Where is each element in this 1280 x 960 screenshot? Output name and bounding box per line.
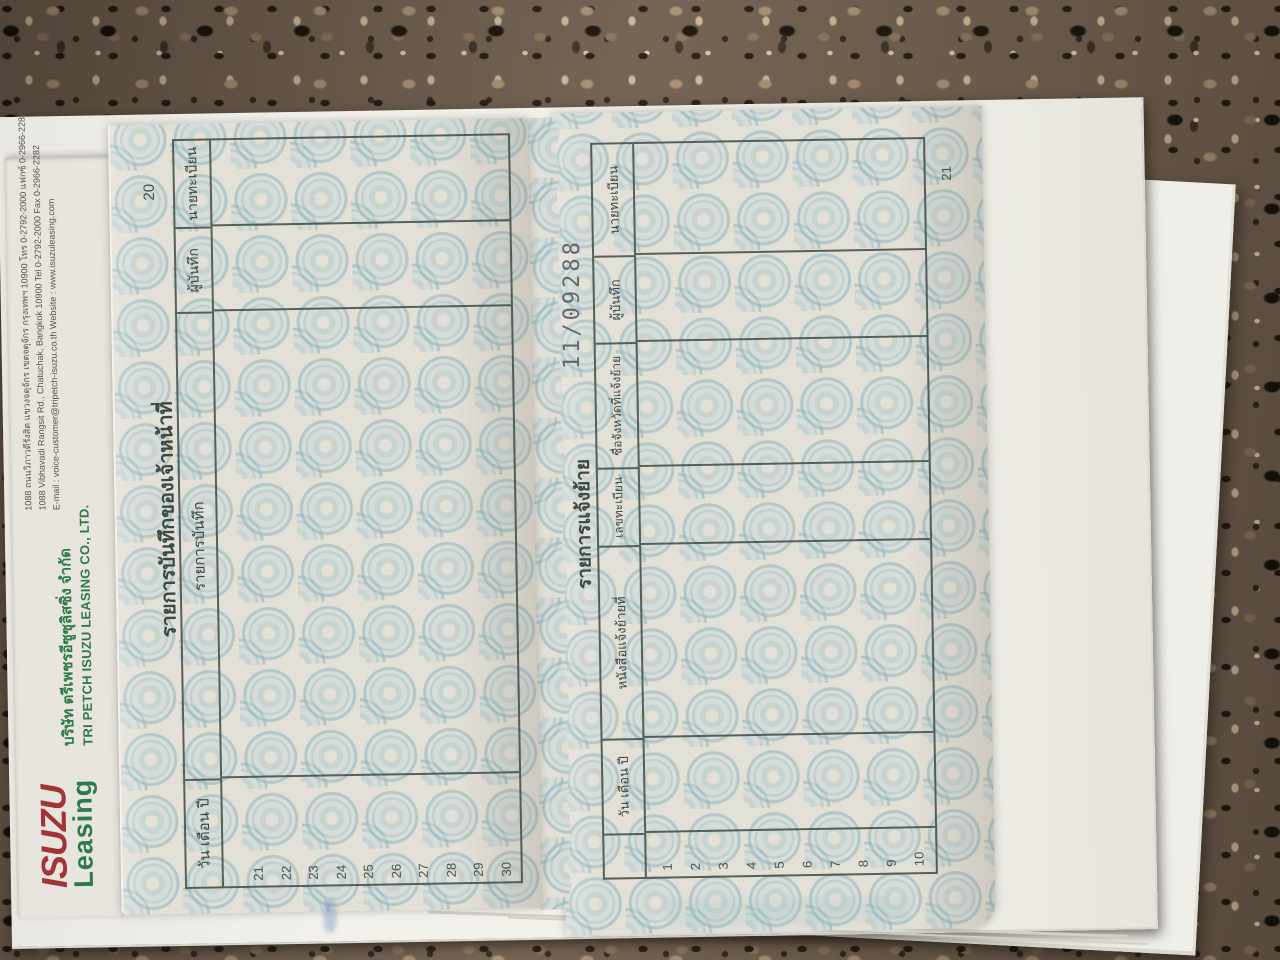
col-row-number-strip: [604, 832, 645, 878]
row-number-label: 5: [771, 861, 787, 869]
col-registrar: นายทะเบียน: [182, 146, 200, 221]
row-number-label: 21: [250, 866, 266, 881]
row-number-label: 26: [388, 863, 404, 879]
row-number-label: 25: [360, 864, 377, 879]
column-line: [222, 771, 520, 779]
row-number-label: 23: [305, 865, 322, 880]
page21-number: 21: [938, 166, 954, 181]
watermark-ghost-tint: [667, 895, 908, 928]
cover-strip: ISUZU Leasing บริษัท ตรีเพชรอีซูซุลิสซิ่…: [4, 112, 124, 919]
page20-number: 20: [140, 183, 159, 201]
page20-table: วัน เดือน ปี รายการบันทึก ผู้บันทึก นายท…: [171, 133, 524, 890]
column-line: [641, 537, 931, 545]
column-line: [212, 219, 510, 227]
isuzu-leasing-logo: ISUZU Leasing: [32, 738, 100, 889]
row-number-label: 6: [799, 860, 815, 869]
leasing-wordmark: Leasing: [67, 778, 100, 889]
blue-pen-smudge: [323, 898, 337, 933]
company-name-block: บริษัท ตรีเพชรอีซูซุลิสซิ่ง จำกัด TRI PE…: [52, 504, 96, 747]
row-number-label: 4: [743, 861, 759, 870]
page20-table-body: 21 22 23 24 25 26 27 28 29 30: [211, 135, 521, 886]
row-number-label: 8: [855, 859, 871, 868]
company-address-block: 1088 ถนนวิภาวดีรังสิต แขวงจตุจักร เขตจตุ…: [16, 112, 64, 511]
row-number-label: 7: [827, 860, 843, 868]
row-number-label: 1: [659, 863, 675, 871]
col-province-notified: ชื่อจังหวัดที่แจ้งย้าย: [595, 342, 638, 468]
col-recorder: ผู้บันทึก: [175, 226, 212, 313]
company-name-english: TRI PETCH ISUZU LEASING CO., LTD.: [76, 504, 96, 746]
col-record-entry: รายการบันทึก: [176, 311, 221, 779]
column-line: [644, 730, 934, 738]
isuzu-wordmark: ISUZU: [32, 784, 76, 889]
handwritten-document-number: 11/09288: [559, 239, 585, 370]
row-number-label: 28: [443, 862, 459, 878]
row-number-label: 22: [278, 865, 294, 881]
col-registration-no: เลขทะเบียน: [597, 467, 640, 546]
column-line: [636, 247, 926, 256]
row-number-label: 9: [883, 859, 899, 867]
col-moving-letter-no: หนังสือแจ้งย้ายที่: [599, 545, 643, 739]
col-registrar: นายทะเบียน: [605, 165, 622, 235]
page-20: รายการบันทึกของเจ้าหน้าที่ 20 วัน เดือน …: [107, 117, 542, 916]
page21-table: วัน เดือน ปี หนังสือแจ้งย้ายที่ เลขทะเบี…: [590, 136, 938, 880]
row-number-label: 3: [715, 862, 731, 870]
row-number-label: 27: [415, 863, 432, 878]
page21-table-body: 1 2 3 4 5 6 7 8 9 10: [634, 139, 936, 877]
page21-row-numbers: 1 2 3 4 5 6 7 8 9 10: [659, 840, 927, 871]
column-line: [646, 825, 936, 833]
col-recorder: ผู้บันทึก: [594, 255, 636, 343]
column-line: [637, 334, 927, 343]
col-date: วัน เดือน ปี: [185, 778, 223, 887]
page-21: รายการแจ้งย้าย 11/09288 21 วัน เดือน ปี …: [551, 105, 996, 936]
column-line: [213, 304, 511, 312]
page20-row-numbers: 21 22 23 24 25 26 27 28 29 30: [250, 852, 514, 881]
col-date: วัน เดือน ปี: [602, 737, 645, 834]
row-number-label: 29: [471, 862, 487, 878]
row-number-label: 30: [498, 861, 514, 877]
row-number-label: 2: [687, 862, 703, 871]
column-line: [639, 459, 929, 468]
row-number-label: 24: [333, 864, 349, 880]
row-number-label: 10: [911, 851, 927, 867]
